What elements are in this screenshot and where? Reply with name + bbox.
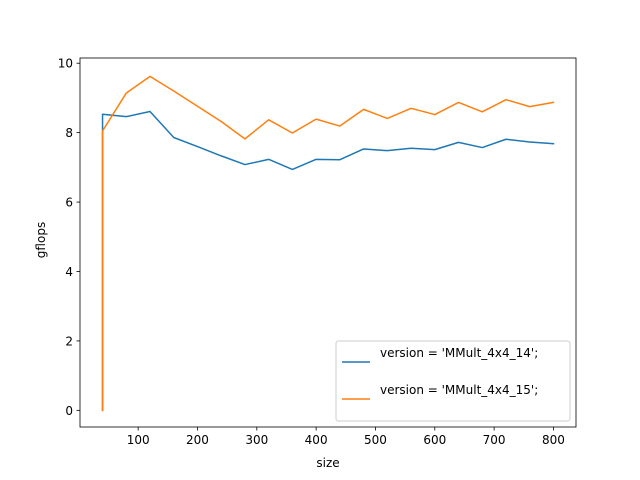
legend-box xyxy=(335,340,571,422)
x-tick-label: 400 xyxy=(305,433,328,447)
x-tick-label: 600 xyxy=(423,433,446,447)
y-tick-label: 10 xyxy=(58,57,73,71)
y-tick-label: 6 xyxy=(65,196,73,210)
y-tick-label: 0 xyxy=(65,404,73,418)
axes-frame xyxy=(79,57,577,428)
x-tick-label: 800 xyxy=(542,433,565,447)
series-line-2 xyxy=(101,75,555,412)
legend: version = 'MMult_4x4_14';version = 'MMul… xyxy=(335,340,571,422)
series-line-1 xyxy=(101,110,555,412)
x-tick-label: 100 xyxy=(127,433,150,447)
x-tick-label: 700 xyxy=(483,433,506,447)
y-axis-label: gflops xyxy=(34,222,48,258)
x-tick-label: 300 xyxy=(245,433,268,447)
axes-layer: 100 200 300 400 500 600 700 800 0 2 4 6 8 10 xyxy=(58,57,577,447)
legend-label-1: version = 'MMult_4x4_14'; xyxy=(380,346,538,360)
legend-label-2: version = 'MMult_4x4_15'; xyxy=(380,383,538,397)
x-tick-label: 500 xyxy=(364,433,387,447)
y-tick-label: 2 xyxy=(65,334,73,348)
x-axis-label: size xyxy=(316,456,339,470)
y-tick-label: 8 xyxy=(65,126,73,140)
y-tick-label: 4 xyxy=(65,265,73,279)
x-tick-label: 200 xyxy=(186,433,209,447)
series-layer xyxy=(101,75,555,412)
